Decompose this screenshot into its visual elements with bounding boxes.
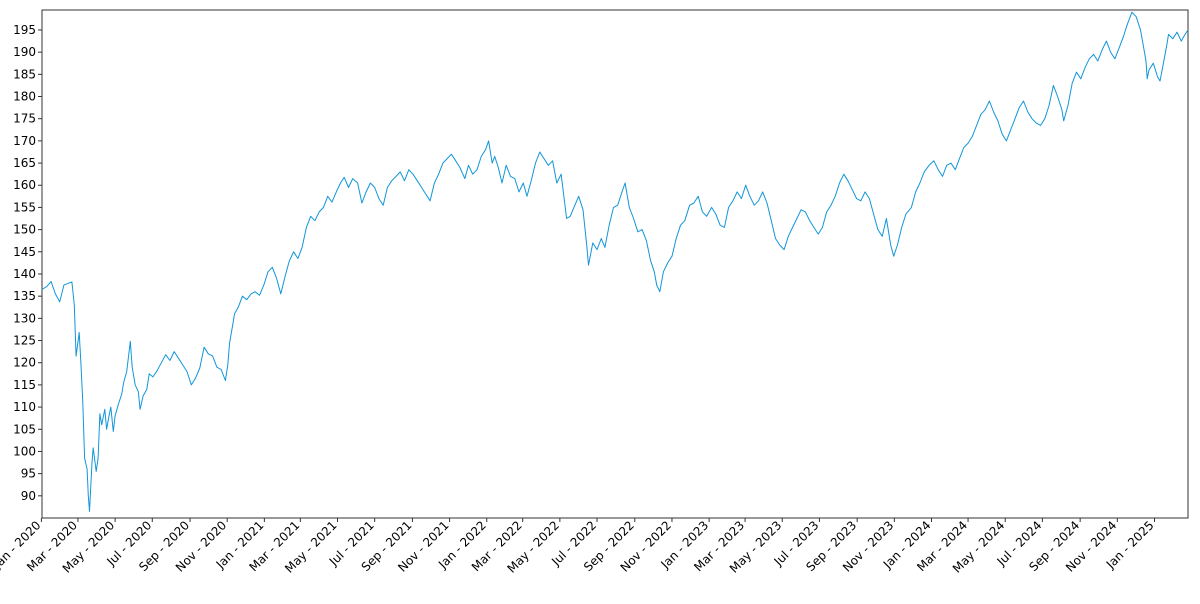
y-tick-label: 185 xyxy=(13,67,36,81)
y-tick-label: 110 xyxy=(13,400,36,414)
y-tick-label: 190 xyxy=(13,45,36,59)
y-tick-label: 145 xyxy=(13,245,36,259)
y-tick-label: 125 xyxy=(13,334,36,348)
series-line-1 xyxy=(41,11,1189,512)
y-tick-label: 150 xyxy=(13,223,36,237)
y-tick-label: 120 xyxy=(13,356,36,370)
y-tick-label: 95 xyxy=(21,467,36,481)
plot-area xyxy=(41,9,1189,519)
y-tick-label: 165 xyxy=(13,156,36,170)
y-tick-label: 100 xyxy=(13,444,36,458)
y-tick-label: 90 xyxy=(21,489,36,503)
y-tick-label: 140 xyxy=(13,267,36,281)
y-tick-label: 155 xyxy=(13,200,36,214)
y-tick-label: 115 xyxy=(13,378,36,392)
y-tick-label: 130 xyxy=(13,311,36,325)
y-tick-label: 195 xyxy=(13,23,36,37)
y-tick-label: 180 xyxy=(13,90,36,104)
y-tick-label: 160 xyxy=(13,178,36,192)
y-tick-label: 135 xyxy=(13,289,36,303)
series-layer xyxy=(41,11,1189,512)
y-axis: 90 95 100 105 110 115 120 125 130 135 140 145 150 155… xyxy=(13,23,42,503)
y-tick-label: 105 xyxy=(13,422,36,436)
y-tick-label: 170 xyxy=(13,134,36,148)
y-tick-label: 175 xyxy=(13,112,36,126)
